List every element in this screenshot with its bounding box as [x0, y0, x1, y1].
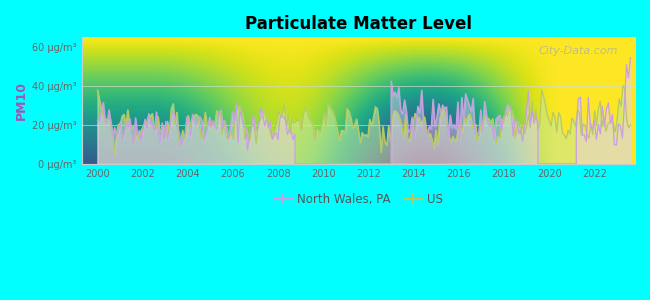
Title: Particulate Matter Level: Particulate Matter Level: [245, 15, 472, 33]
Text: City-Data.com: City-Data.com: [539, 46, 618, 56]
Legend: North Wales, PA, US: North Wales, PA, US: [269, 189, 447, 211]
Y-axis label: PM10: PM10: [15, 81, 28, 120]
